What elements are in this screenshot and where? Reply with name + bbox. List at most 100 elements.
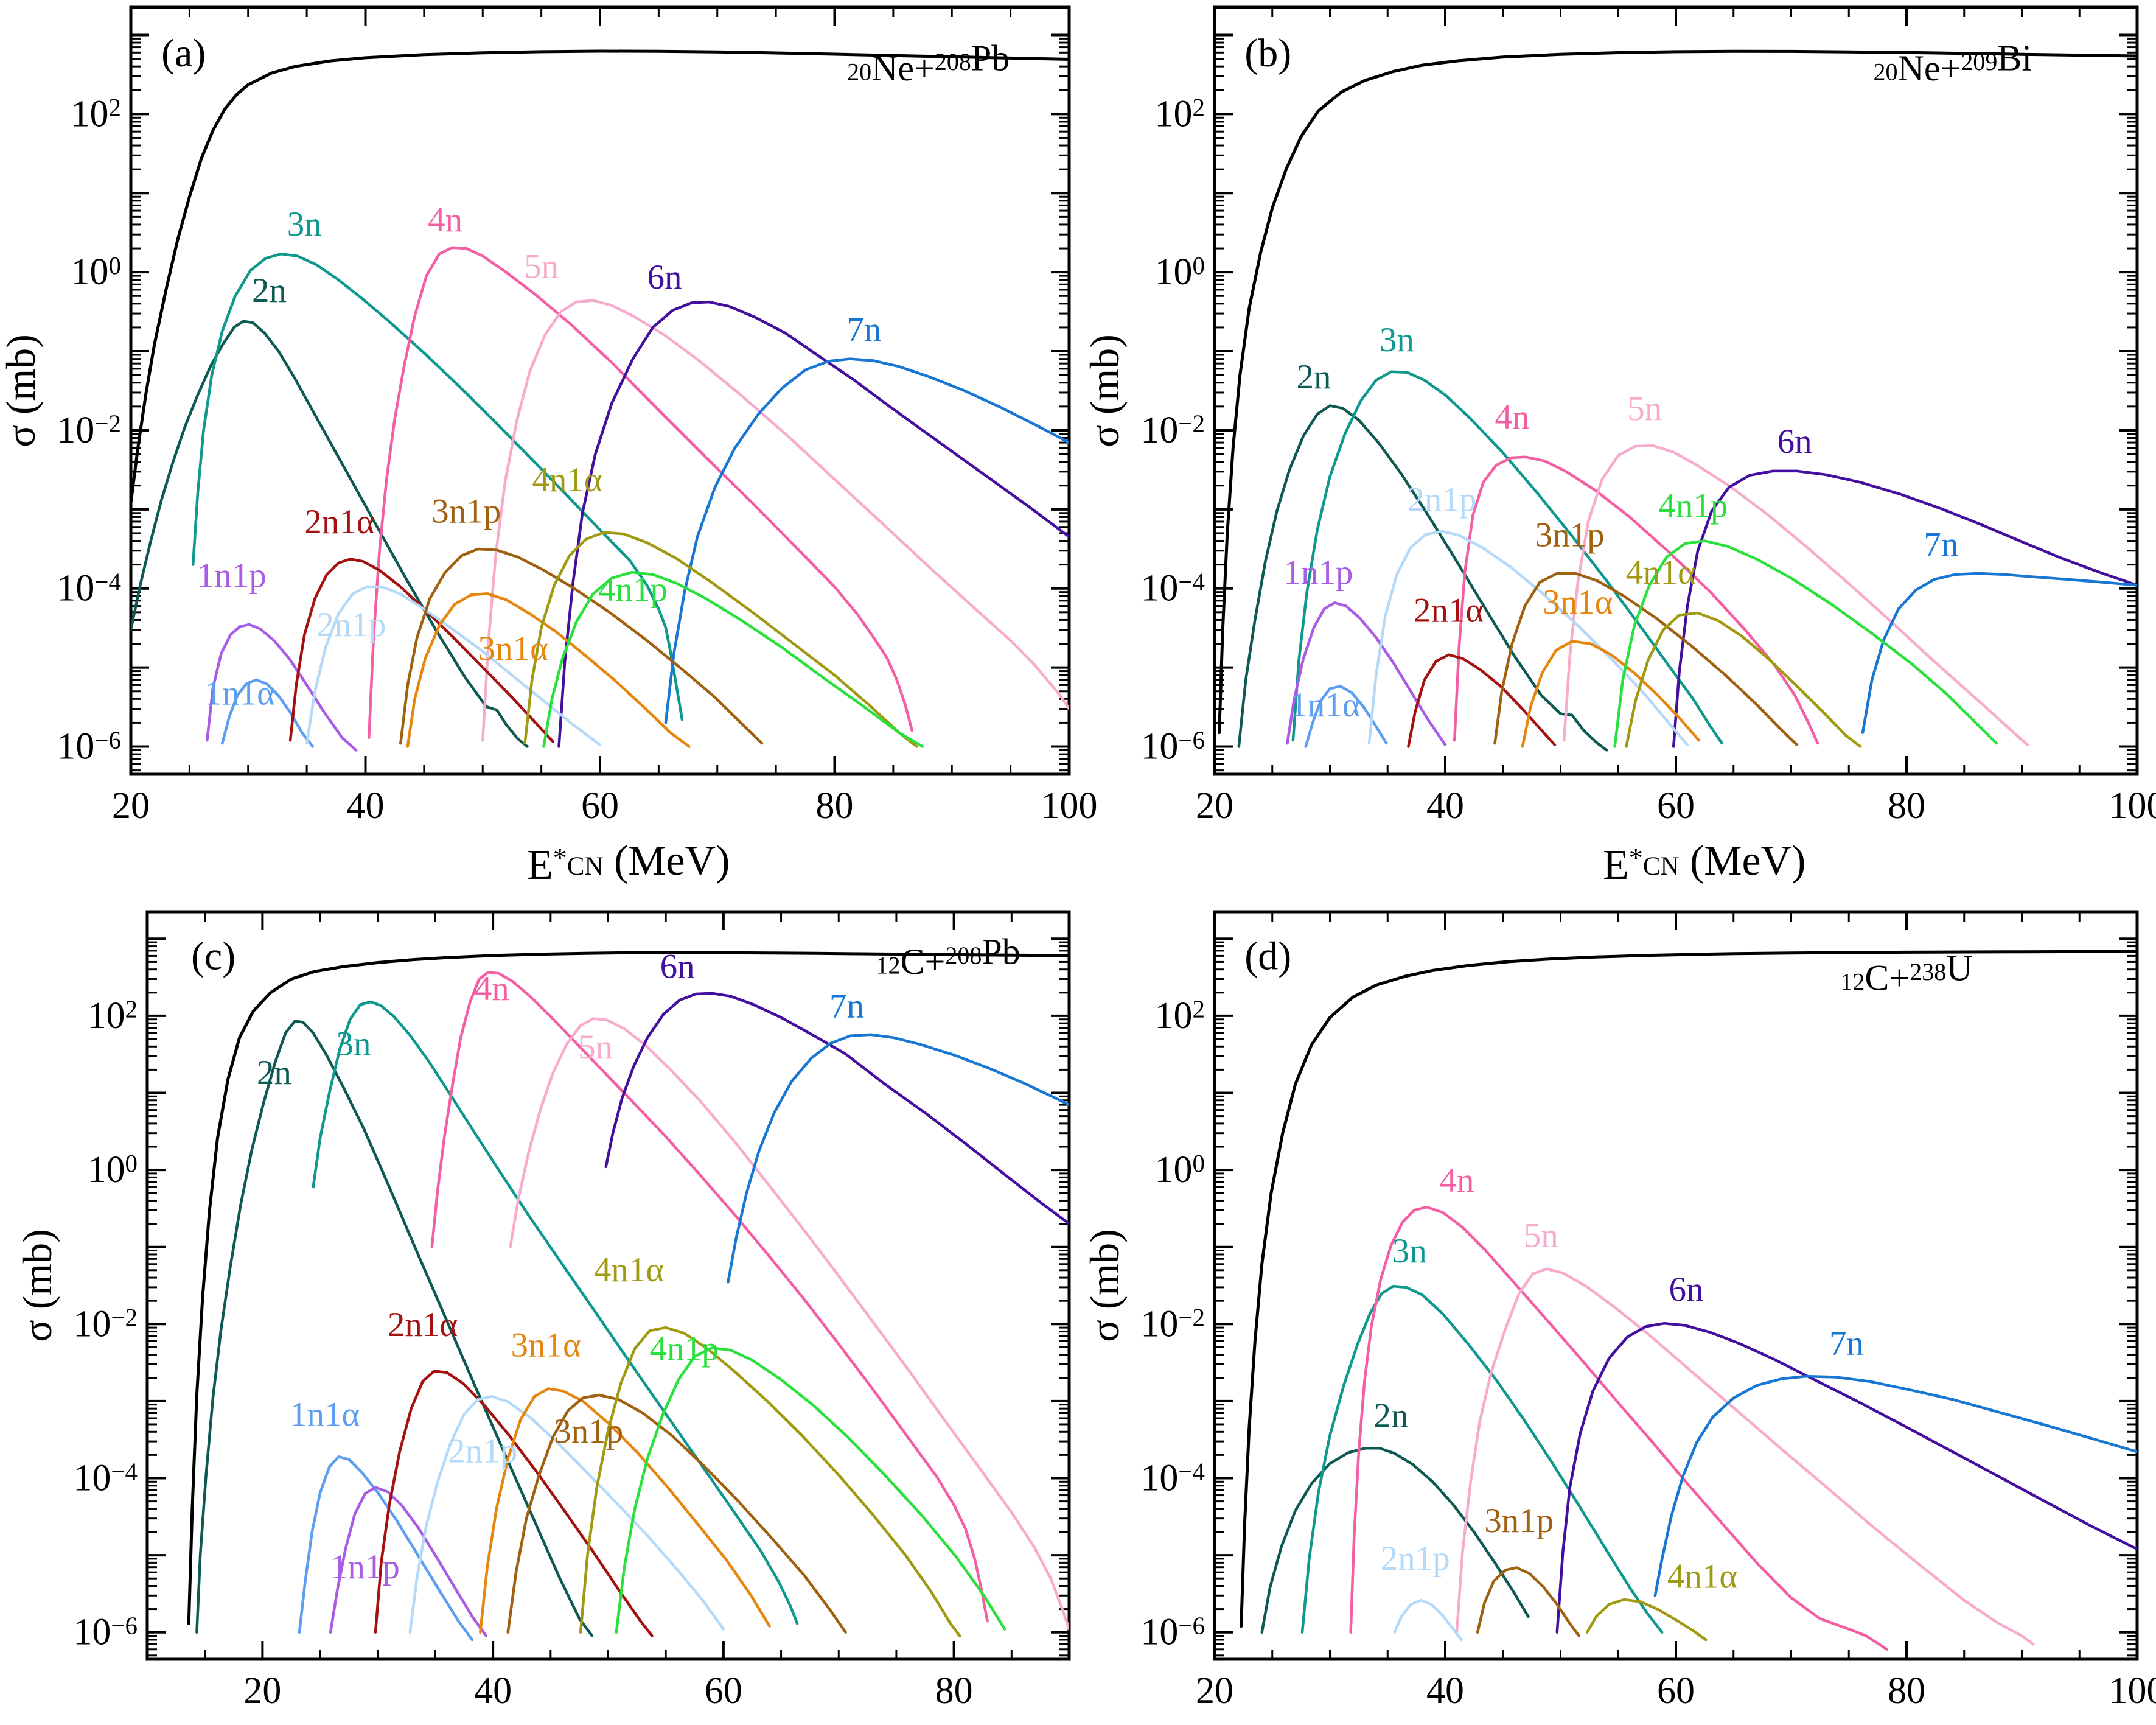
x-tick-label: 100 [2109,785,2156,827]
panel-b-label-1n1p: 1n1p [1284,553,1353,592]
panel-d-label-3n1p: 3n1p [1484,1502,1554,1540]
panel-a-curve-4n [368,246,913,739]
panel-d-curve-4n [1349,1205,1889,1651]
y-axis-title: σ (mb) [0,334,44,447]
y-tick-label: 10−2​ [73,1303,138,1345]
panel-a-curve-1n1a [221,678,315,748]
x-tick-label: 40 [347,785,385,827]
x-tick-label: 40 [1426,785,1464,827]
panel-c-axes: 20 40 60 80 102​ 100​ 10−2​ 10−4​ 10−6​ σ (mb) E*​… [14,910,1071,1725]
panel-b-reaction-label: 20​Ne+209​Bi [1874,38,2032,88]
x-tick-label: 80 [1888,785,1925,827]
panel-d-curve-3n [1300,1284,1664,1634]
panel-c-label-3n1p: 3n1p [554,1412,623,1450]
y-tick-label: 10−4​ [1140,568,1205,609]
panel-a-label-1n1a: 1n1α [205,674,275,712]
panel-c-reaction-label: 12​C+208​Pb [876,932,1020,982]
y-tick-label: 10−6​ [57,726,121,767]
panel-a-axes: 20 40 60 80 100 102​ 100​ 10−2​ 10−4​ 10−6​ σ (mb)… [0,5,1098,889]
x-tick-label: 20 [1196,785,1233,827]
panel-a-label-6n: 6n [647,258,682,296]
panel-c-label-1n1p: 1n1p [330,1548,400,1586]
panel-b-label-2n: 2n [1296,358,1331,396]
panel-c-curve-2n1a [374,1370,654,1637]
panel-a-curve-4n1p [542,570,924,748]
y-tick-label: 102​ [71,93,122,135]
y-tick-label: 102​ [1155,93,1205,135]
panel-c-curve-2n1p [408,1394,725,1634]
panel-b-label-2n1p: 2n1p [1407,481,1476,519]
panel-d: 20 40 60 80 100 102​ 100​ 10−2​ 10−4​ 10−6​ σ (mb)… [1081,910,2156,1725]
panel-b-curve-4n1a [1625,611,1862,748]
panel-a-curve-6n [557,300,1069,748]
panel-a-reaction-label: 20​Ne+208​Pb [847,38,1010,88]
panel-c-curve-5n [509,1017,1069,1631]
panel-b-axes: 20 40 60 80 100 102​ 100​ 10−2​ 10−4​ 10−6​ σ (mb)… [1081,5,2156,889]
panel-b-label-1n1a: 1n1α [1290,686,1360,724]
panel-b-tag: (b) [1244,31,1291,75]
x-tick-label: 40 [474,1670,512,1712]
panel-b-curve-6n [1672,469,2137,748]
panel-d-label-2n: 2n [1373,1397,1408,1435]
panel-b-series [1218,49,2137,752]
panel-a-curve-4n1a [523,531,918,748]
panel-b-label-6n: 6n [1777,422,1812,461]
plot-frame [129,5,1071,776]
panel-a-curve-total [131,49,1069,505]
panel-d-curve-2n [1260,1446,1530,1634]
panel-d-label-5n: 5n [1524,1217,1558,1255]
panel-b-curve-7n [1861,572,2137,734]
panel-a-curve-5n [481,299,1069,742]
panel-c-curve-4n1p [615,1346,1006,1634]
panel-b-curve-total [1218,49,2137,735]
panel-c-curve-total [187,951,1069,1625]
x-tick-label: 80 [1888,1670,1925,1712]
panel-c-curve-3n1p [506,1393,847,1634]
panel-c-label-3n1a: 3n1α [511,1326,581,1364]
panel-d-reaction-label: 12​C+238​U [1840,948,1972,998]
panel-a-label-5n: 5n [524,247,559,285]
panel-a-label-4n1a: 4n1α [532,461,602,499]
panel-b-label-5n: 5n [1627,390,1662,428]
panel-c-curve-4n [430,971,989,1623]
y-tick-label: 100​ [1155,251,1205,293]
panel-c-label-4n1p: 4n1p [649,1330,719,1368]
panel-b-curve-5n [1562,444,2029,747]
x-tick-label: 80 [935,1670,973,1712]
panel-a-label-4n: 4n [428,201,462,239]
panel-c: 20 40 60 80 102​ 100​ 10−2​ 10−4​ 10−6​ σ (mb) E*​… [14,910,1071,1725]
panel-c-label-2n1a: 2n1α [388,1306,458,1344]
plot-frame [1213,5,2139,776]
panel-c-tag: (c) [191,934,235,979]
x-tick-label: 40 [1426,1670,1464,1712]
panel-a-label-3n1p: 3n1p [431,492,501,531]
panel-a-label-4n1p: 4n1p [598,570,668,609]
panel-a-curve-7n [664,357,1069,724]
panel-a-curve-1n1p [206,623,358,752]
y-tick-label: 102​ [1155,995,1205,1037]
x-tick-label: 20 [1196,1670,1233,1712]
panel-d-series [1240,950,2137,1651]
panel-c-curve-3n1a [479,1387,771,1634]
panel-d-label-6n: 6n [1669,1270,1704,1309]
panel-d-curve-6n [1555,1321,2137,1634]
panel-b-curve-3n1a [1521,640,1701,748]
panel-b-label-3n: 3n [1380,321,1414,359]
panel-a-label-1n1p: 1n1p [197,556,267,595]
x-axis-title: E*​CN​ (MeV) [1603,1723,1805,1725]
panel-b-curve-2n1a [1407,653,1557,748]
panel-b-label-3n1p: 3n1p [1535,516,1605,555]
y-tick-label: 10−4​ [1140,1457,1205,1499]
panel-c-series [187,951,1069,1642]
panel-d-curve-7n [1653,1374,2137,1597]
panel-b-label-2n1a: 2n1α [1414,591,1484,629]
panel-b-label-3n1a: 3n1α [1543,583,1613,621]
y-tick-label: 100​ [71,251,122,293]
panel-c-curve-6n [604,992,1069,1225]
panel-d-curve-5n [1455,1267,2035,1646]
panel-d-curve-3n1p [1476,1566,1581,1637]
x-tick-label: 80 [816,785,854,827]
x-tick-label: 60 [1657,1670,1695,1712]
